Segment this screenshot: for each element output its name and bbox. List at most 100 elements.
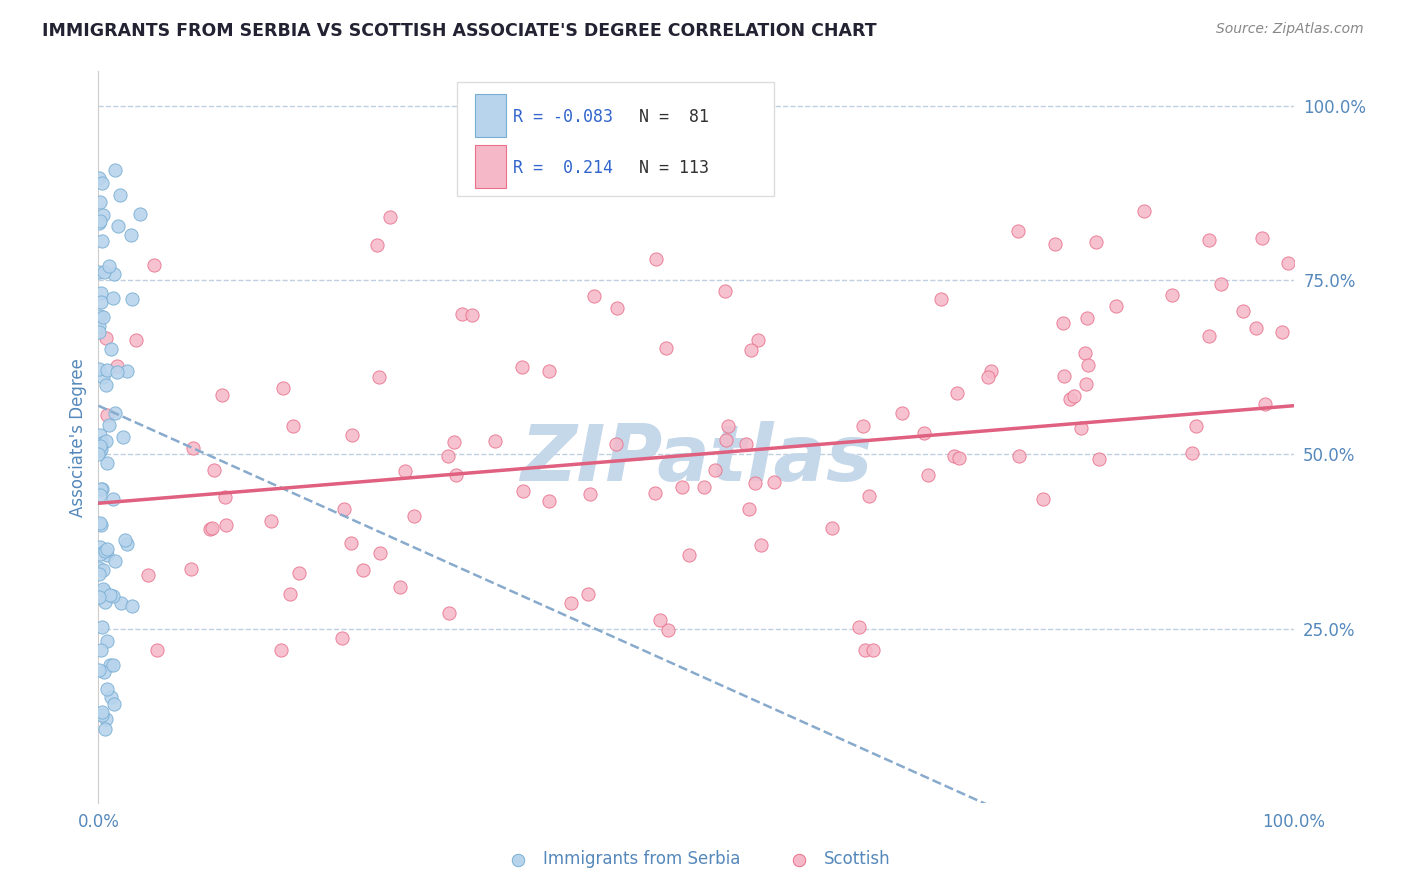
Point bbox=[378, 210, 401, 224]
Point bbox=[89, 444, 111, 458]
Point bbox=[89, 566, 111, 581]
Point bbox=[821, 521, 844, 535]
Point bbox=[87, 264, 110, 278]
Point bbox=[98, 588, 121, 602]
Point bbox=[1271, 325, 1294, 339]
Point bbox=[90, 643, 112, 657]
Point bbox=[96, 408, 118, 422]
Point bbox=[91, 582, 114, 597]
Point bbox=[201, 521, 224, 535]
Point bbox=[101, 491, 124, 506]
Point bbox=[91, 563, 114, 577]
Point bbox=[91, 177, 114, 191]
Point bbox=[94, 712, 117, 726]
Point bbox=[90, 619, 112, 633]
Point bbox=[512, 359, 534, 374]
Point bbox=[1053, 368, 1076, 383]
Point bbox=[270, 642, 292, 657]
Point bbox=[104, 405, 127, 419]
Point bbox=[704, 462, 727, 476]
Point bbox=[259, 515, 281, 529]
Point bbox=[436, 450, 458, 464]
Point bbox=[1076, 376, 1098, 391]
Point bbox=[1063, 389, 1085, 403]
Point bbox=[89, 325, 111, 339]
Point bbox=[1074, 346, 1097, 360]
Point bbox=[211, 387, 233, 401]
Point bbox=[538, 364, 561, 378]
Point bbox=[180, 561, 202, 575]
Point bbox=[1244, 320, 1267, 334]
Point bbox=[1105, 299, 1128, 313]
Point bbox=[91, 370, 114, 384]
Point bbox=[107, 219, 129, 234]
Point bbox=[96, 682, 118, 697]
Point bbox=[862, 642, 884, 657]
Point bbox=[333, 501, 356, 516]
Point bbox=[512, 484, 534, 499]
Point bbox=[96, 457, 118, 471]
Point bbox=[943, 449, 966, 463]
Point bbox=[98, 418, 121, 433]
Point bbox=[560, 596, 582, 610]
Point bbox=[693, 480, 716, 494]
Legend: Immigrants from Serbia, Scottish: Immigrants from Serbia, Scottish bbox=[495, 844, 897, 875]
Point bbox=[114, 533, 136, 548]
Point bbox=[215, 517, 238, 532]
Point bbox=[1161, 288, 1184, 302]
Point bbox=[749, 538, 772, 552]
Point bbox=[90, 705, 112, 719]
Point bbox=[1045, 237, 1067, 252]
Point bbox=[858, 489, 880, 503]
Point bbox=[110, 596, 132, 610]
Point bbox=[115, 537, 138, 551]
Point bbox=[1133, 204, 1156, 219]
Point bbox=[1277, 256, 1299, 270]
Point bbox=[111, 430, 134, 444]
Point bbox=[763, 475, 786, 489]
Point bbox=[96, 362, 118, 376]
Text: R = -0.083: R = -0.083 bbox=[513, 109, 613, 127]
FancyBboxPatch shape bbox=[475, 94, 506, 137]
Point bbox=[96, 541, 118, 556]
Text: Source: ZipAtlas.com: Source: ZipAtlas.com bbox=[1216, 22, 1364, 37]
Point bbox=[121, 599, 143, 614]
Point bbox=[644, 485, 666, 500]
Point bbox=[125, 334, 148, 348]
Point bbox=[89, 547, 111, 561]
Point bbox=[744, 475, 766, 490]
Point bbox=[946, 385, 969, 400]
Point bbox=[89, 591, 111, 605]
Point bbox=[852, 419, 875, 434]
Point bbox=[120, 228, 142, 243]
Point bbox=[1007, 224, 1029, 238]
Point bbox=[368, 546, 391, 560]
Point bbox=[368, 369, 391, 384]
Point bbox=[87, 663, 110, 677]
Point bbox=[98, 657, 121, 672]
Point bbox=[96, 634, 118, 648]
Point bbox=[848, 620, 870, 634]
Point bbox=[103, 163, 125, 178]
Point bbox=[108, 187, 131, 202]
Point bbox=[87, 318, 110, 333]
Point bbox=[91, 310, 114, 325]
Point bbox=[89, 310, 111, 324]
Point bbox=[89, 439, 111, 453]
Point bbox=[90, 708, 112, 723]
Point bbox=[283, 419, 305, 434]
Point bbox=[738, 502, 761, 516]
Point bbox=[90, 294, 112, 309]
Point bbox=[90, 435, 112, 450]
Point bbox=[461, 309, 484, 323]
Point bbox=[103, 267, 125, 281]
Point bbox=[1032, 491, 1054, 506]
Point bbox=[100, 690, 122, 704]
Point bbox=[912, 425, 935, 440]
Point bbox=[1254, 397, 1277, 411]
Point bbox=[678, 549, 700, 563]
Point bbox=[1088, 452, 1111, 467]
Point bbox=[90, 285, 112, 300]
Point bbox=[1008, 450, 1031, 464]
Point bbox=[90, 482, 112, 496]
